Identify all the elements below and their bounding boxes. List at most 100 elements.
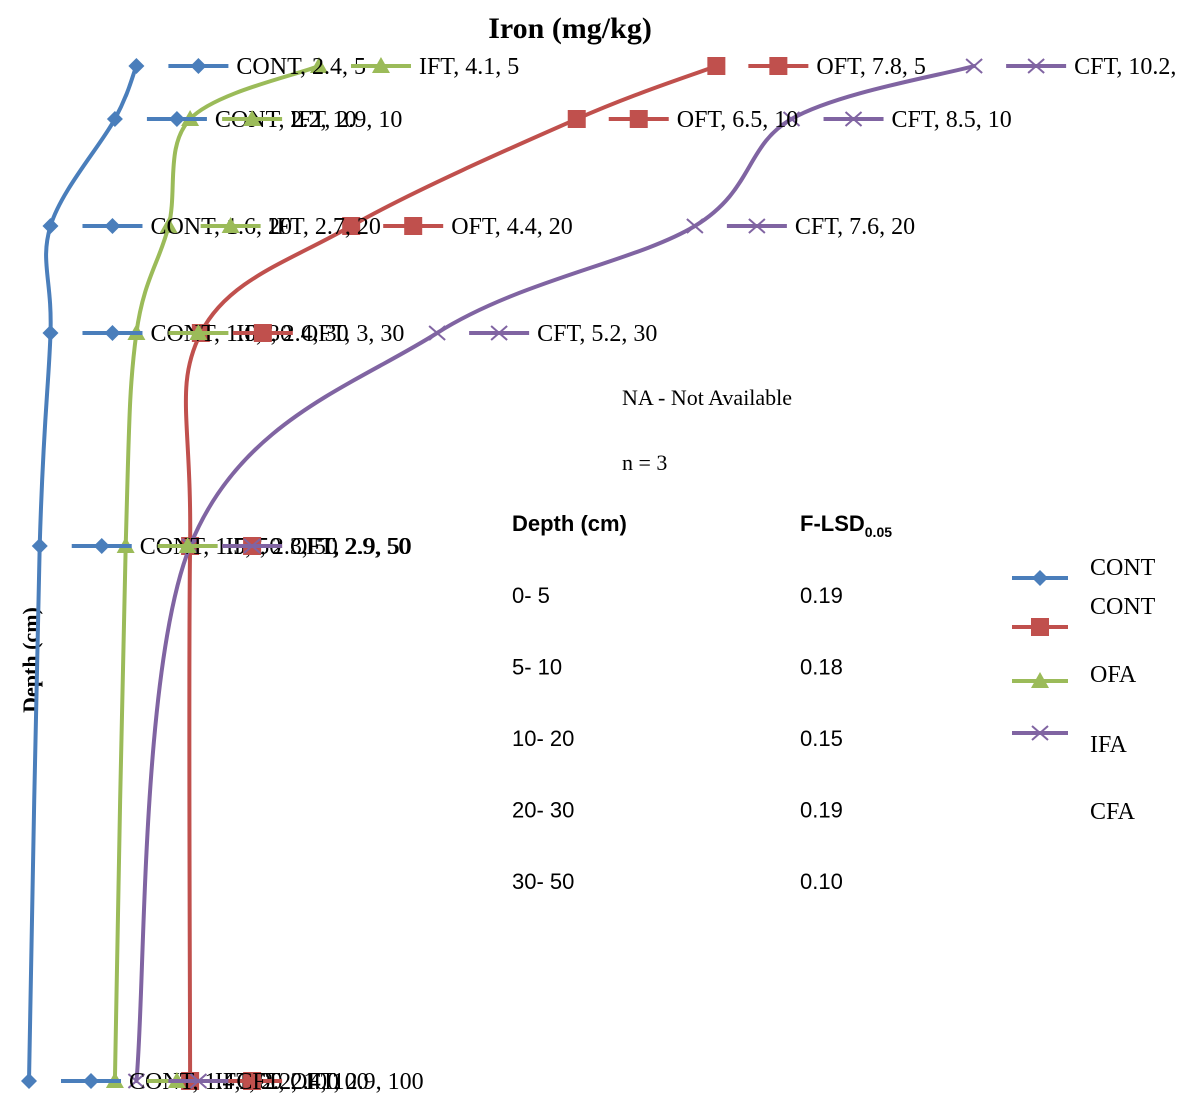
legend-entry: IFA — [1090, 732, 1128, 758]
data-label-cft: CFT, 2.4, 100 — [168, 1069, 369, 1094]
data-label-key-marker — [189, 1073, 208, 1089]
data-label-text: CONT, 2.4, 5 — [236, 54, 366, 80]
series-layer — [21, 57, 983, 1090]
legend-key-marker — [1032, 570, 1048, 586]
data-label-text: CFT, 10.2, 5 — [1074, 54, 1182, 80]
data-label-key-marker — [844, 111, 863, 127]
data-point-cft — [127, 1073, 146, 1089]
data-label-ift: IFT, 2.9, 10 — [222, 107, 402, 133]
table-cell-depth: 0- 5 — [512, 583, 550, 608]
table-cell-depth: 30- 50 — [512, 869, 574, 894]
data-label-cft: CFT, 10.2, 5 — [1006, 54, 1182, 80]
legend-entry: OFA — [1090, 662, 1137, 688]
data-label-text: OFT, 4.4, 20 — [451, 214, 573, 240]
table-cell-depth: 10- 20 — [512, 726, 574, 751]
data-label-key-marker — [629, 110, 648, 128]
table-cell-flsd: 0.19 — [800, 583, 843, 608]
table-rows: 0- 5 0.19 5- 10 0.18 10- 20 0.15 20- 30 0.19 30-… — [512, 583, 843, 894]
data-label-text: OFT, 7.8, 5 — [816, 54, 926, 80]
data-label-cft: CFT, 2.9, 50 — [222, 534, 410, 560]
data-label-text: OFT, 3, 30 — [301, 321, 405, 347]
data-label-oft: OFT, 3, 30 — [232, 321, 405, 347]
data-label-key-marker — [243, 110, 262, 126]
data-label-key-marker — [748, 218, 766, 234]
data-label-key-marker — [490, 325, 508, 341]
data-label-key-marker — [168, 111, 185, 127]
legend-key-marker — [1031, 618, 1049, 636]
data-label-ift: IFT, 4.1, 5 — [350, 54, 519, 80]
data-label-oft: OFT, 2.9, 100 — [222, 1069, 424, 1094]
data-point-cont — [42, 325, 59, 341]
data-point-ift — [159, 217, 178, 233]
data-label-key-marker — [371, 57, 390, 73]
data-label-key-marker — [1027, 58, 1045, 74]
data-point-cft — [782, 111, 801, 127]
data-label-key-marker — [243, 538, 261, 554]
legend-entry: CONT — [1090, 555, 1156, 581]
data-label-key-marker — [769, 57, 788, 75]
data-label-key-marker — [253, 324, 272, 342]
data-point-cft — [428, 325, 446, 341]
data-label-key-marker — [83, 1073, 99, 1089]
data-label-key-marker — [104, 218, 121, 234]
data-point-cont — [31, 538, 48, 554]
data-label-cont: CONT, 2.4, 5 — [168, 54, 366, 80]
table-cell-flsd: 0.18 — [800, 655, 843, 680]
data-label-key-marker — [189, 324, 208, 340]
note-n: n = 3 — [622, 450, 667, 475]
data-label-text: OFT, 2.9, 100 — [290, 1069, 424, 1094]
lsd-table: Depth (cm) F-LSD0.05 0- 5 0.19 5- 10 0.18 10… — [512, 511, 892, 894]
table-header-flsd-main: F-LSD — [800, 511, 865, 536]
data-point-oft — [342, 217, 361, 235]
data-label-text: CFT, 2.4, 100 — [236, 1069, 368, 1094]
legend: CONT CONT OFA IFA CFA — [1012, 555, 1156, 825]
data-point-ift — [309, 57, 328, 73]
data-point-cft — [965, 58, 983, 74]
legend-entry: CFA — [1090, 799, 1136, 825]
data-label-key-marker — [221, 217, 240, 233]
data-point-cont — [106, 111, 123, 127]
legend-key-marker — [1031, 725, 1049, 741]
data-label-cft: CFT, 7.6, 20 — [726, 214, 915, 240]
data-point-cont — [21, 1073, 37, 1089]
series-line-cont — [27, 64, 139, 1083]
note-na: NA - Not Available — [622, 385, 792, 410]
legend-entry: CONT — [1090, 594, 1156, 620]
table-cell-depth: 20- 30 — [512, 798, 574, 823]
data-label-key-marker — [404, 217, 423, 235]
data-point-cft — [686, 218, 704, 234]
data-label-text: OFT, 2.9, 50 — [290, 534, 412, 560]
data-label-key-marker — [93, 538, 110, 554]
table-cell-flsd: 0.19 — [800, 798, 843, 823]
data-label-text: IFT, 2.9, 10 — [290, 107, 402, 133]
table-cell-depth: 5- 10 — [512, 655, 562, 680]
data-label-oft: OFT, 4.4, 20 — [383, 214, 573, 240]
table-header-depth: Depth (cm) — [512, 511, 627, 536]
table-header-flsd: F-LSD0.05 — [800, 511, 892, 540]
table-header-flsd-sub: 0.05 — [865, 524, 892, 540]
data-point-cont — [128, 58, 145, 74]
table-cell-flsd: 0.10 — [800, 869, 843, 894]
data-label-oft: OFT, 7.8, 5 — [748, 54, 926, 80]
data-label-oft: OFT, 6.5, 10 — [608, 107, 799, 133]
data-label-ift: IFT, 2.7, 20 — [200, 214, 381, 240]
data-label-text: OFT, 6.5, 10 — [677, 107, 799, 133]
data-label-cft: CFT, 5.2, 30 — [469, 321, 657, 347]
data-label-text: CFT, 7.6, 20 — [795, 214, 915, 240]
data-label-key-marker — [243, 1072, 262, 1090]
data-label-key-marker — [190, 58, 207, 74]
data-label-key-marker — [178, 537, 197, 553]
data-point-oft — [567, 110, 586, 128]
legend-key-marker — [1031, 672, 1049, 688]
data-label-text: IFT, 2.7, 20 — [269, 214, 381, 240]
data-label-cft: CFT, 8.5, 10 — [823, 107, 1012, 133]
data-label-text: CFT, 8.5, 10 — [892, 107, 1012, 133]
data-point-cont — [42, 218, 59, 234]
data-label-key-marker — [104, 325, 121, 341]
data-point-oft — [707, 57, 726, 75]
data-label-text: CFT, 5.2, 30 — [537, 321, 657, 347]
data-label-text: IFT, 4.1, 5 — [419, 54, 519, 80]
chart-title: Iron (mg/kg) — [488, 12, 652, 45]
